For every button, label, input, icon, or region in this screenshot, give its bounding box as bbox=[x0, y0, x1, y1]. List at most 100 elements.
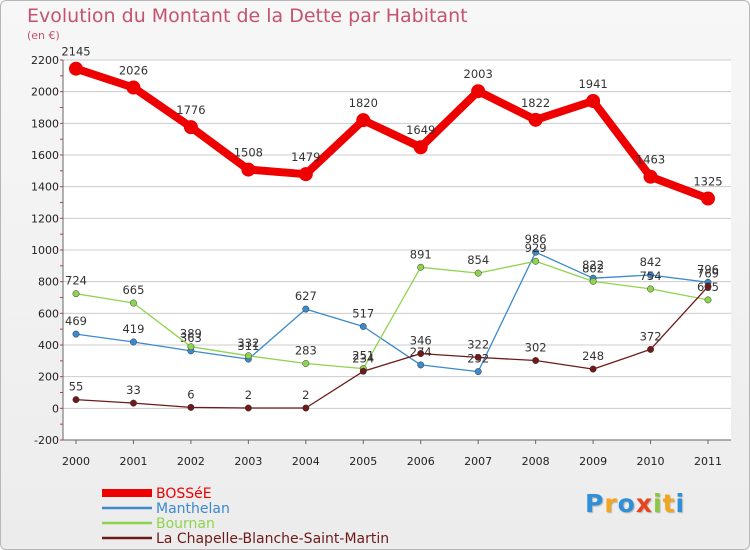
series-point-1 bbox=[647, 271, 654, 279]
y-tick-label: 400 bbox=[38, 339, 59, 352]
series-point-1 bbox=[474, 368, 482, 376]
series-point-3 bbox=[589, 365, 597, 373]
logo-letter: r bbox=[604, 489, 618, 518]
data-label: 891 bbox=[410, 247, 432, 261]
data-label: 1649 bbox=[406, 123, 435, 137]
series-point-1 bbox=[417, 361, 425, 369]
data-label: 929 bbox=[525, 241, 547, 255]
data-label: 248 bbox=[582, 349, 604, 363]
data-label: 1479 bbox=[291, 150, 320, 164]
data-label: 311 bbox=[237, 339, 259, 353]
x-tick-label: 2000 bbox=[62, 455, 90, 468]
series-point-0 bbox=[356, 113, 371, 128]
x-tick-label: 2007 bbox=[464, 455, 492, 468]
legend-label-2: Bournan bbox=[156, 516, 215, 532]
logo-letter: i bbox=[653, 489, 663, 518]
logo-letter: i bbox=[675, 489, 686, 518]
data-label: 1325 bbox=[693, 175, 722, 189]
data-label: 332 bbox=[237, 336, 259, 350]
data-label: 419 bbox=[122, 322, 144, 336]
data-label: 322 bbox=[467, 337, 489, 351]
data-label: 2 bbox=[302, 388, 309, 402]
series-line-3 bbox=[75, 285, 709, 409]
series-point-0 bbox=[586, 94, 601, 109]
data-label: 6 bbox=[187, 387, 194, 401]
series-point-2 bbox=[72, 290, 80, 298]
data-label: 2003 bbox=[464, 67, 493, 81]
x-tick-label: 2004 bbox=[292, 455, 320, 468]
x-tick-label: 2006 bbox=[407, 455, 435, 468]
series-point-2 bbox=[474, 269, 482, 277]
x-tick-label: 2008 bbox=[522, 455, 550, 468]
logo-letter: o bbox=[617, 489, 636, 518]
y-tick-label: 2200 bbox=[31, 54, 59, 67]
series-point-3 bbox=[474, 353, 482, 361]
data-label: 627 bbox=[295, 289, 317, 303]
y-tick-label: 2000 bbox=[31, 86, 59, 99]
data-label: 363 bbox=[180, 331, 202, 345]
series-point-0 bbox=[69, 61, 83, 76]
series-point-3 bbox=[532, 357, 540, 364]
data-label: 372 bbox=[640, 329, 662, 343]
series-point-2 bbox=[244, 352, 252, 360]
y-tick-label: 600 bbox=[38, 307, 59, 320]
data-label: 283 bbox=[295, 344, 317, 358]
data-label: 1508 bbox=[234, 146, 263, 160]
y-tick-label: 1200 bbox=[31, 212, 59, 225]
series-point-0 bbox=[126, 80, 141, 95]
data-label: 2 bbox=[245, 388, 252, 402]
series-point-1 bbox=[302, 305, 310, 313]
data-label: 1463 bbox=[636, 153, 665, 167]
logo-letter: x bbox=[635, 489, 653, 518]
series-point-0 bbox=[241, 162, 256, 177]
data-label: 796 bbox=[697, 262, 719, 276]
logo-letter: P bbox=[585, 489, 605, 518]
data-label: 389 bbox=[180, 327, 202, 341]
data-label: 665 bbox=[122, 283, 144, 297]
legend-label-3: La Chapelle-Blanche-Saint-Martin bbox=[156, 531, 389, 547]
data-label: 55 bbox=[69, 380, 84, 394]
y-tick-label: 0 bbox=[52, 402, 59, 415]
data-label: 1820 bbox=[349, 96, 378, 110]
y-tick-label: 1400 bbox=[31, 181, 59, 194]
series-point-1 bbox=[359, 323, 367, 330]
series-point-0 bbox=[413, 140, 428, 155]
series-point-0 bbox=[643, 169, 658, 184]
series-point-0 bbox=[298, 167, 313, 182]
proxiti-logo: Proxiti bbox=[585, 489, 685, 518]
x-tick-label: 2002 bbox=[177, 455, 205, 468]
data-label: 802 bbox=[582, 261, 604, 275]
y-tick-label: 1000 bbox=[31, 244, 59, 257]
series-point-2 bbox=[417, 263, 425, 271]
data-label: 1822 bbox=[521, 96, 550, 110]
series-point-3 bbox=[302, 404, 310, 412]
x-tick-label: 2010 bbox=[637, 455, 665, 468]
y-tick-label: 1600 bbox=[31, 149, 59, 162]
x-tick-label: 2003 bbox=[234, 455, 262, 468]
series-point-2 bbox=[647, 285, 654, 293]
series-point-0 bbox=[528, 112, 543, 127]
x-tick-label: 2009 bbox=[579, 455, 607, 468]
series-point-2 bbox=[589, 277, 597, 285]
chart-title: Evolution du Montant de la Dette par Hab… bbox=[27, 5, 468, 27]
data-label: 822 bbox=[582, 258, 604, 272]
series-point-0 bbox=[701, 191, 715, 206]
data-label: 2145 bbox=[61, 45, 90, 59]
series-line-1 bbox=[75, 251, 709, 373]
y-tick-label: 1800 bbox=[31, 117, 59, 130]
series-point-1 bbox=[130, 338, 137, 346]
x-tick-label: 2001 bbox=[119, 455, 147, 468]
series-point-2 bbox=[130, 299, 137, 307]
series-point-3 bbox=[647, 345, 654, 353]
y-tick-label: -200 bbox=[34, 434, 59, 447]
data-label: 1941 bbox=[578, 77, 607, 91]
series-point-3 bbox=[359, 367, 367, 375]
data-label: 234 bbox=[352, 351, 374, 365]
series-line-0 bbox=[72, 64, 712, 203]
series-point-1 bbox=[72, 330, 80, 338]
data-label: 1776 bbox=[176, 103, 205, 117]
series-point-3 bbox=[130, 399, 137, 407]
series-point-0 bbox=[471, 84, 486, 99]
data-label: 469 bbox=[65, 314, 87, 328]
